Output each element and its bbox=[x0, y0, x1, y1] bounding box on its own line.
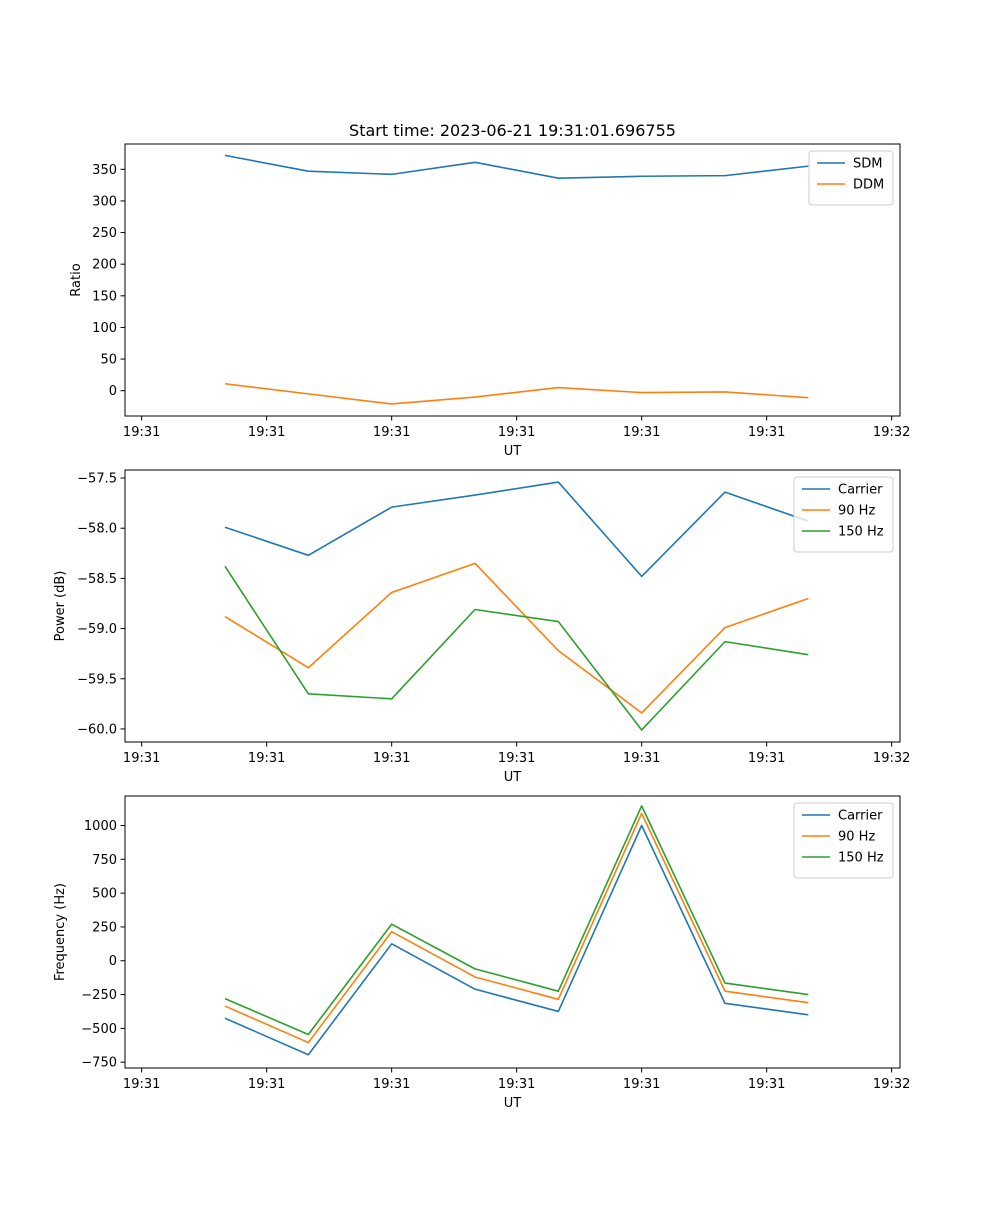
legend-label: 90 Hz bbox=[838, 830, 875, 845]
y-tick-label: 250 bbox=[92, 920, 117, 935]
subplot-3: 19:31 19:31 19:31 19:31 19:31 19:31 19:32 −750 −… bbox=[53, 795, 910, 1111]
x-axis-label: UT bbox=[504, 770, 522, 785]
legend-label: 90 Hz bbox=[838, 504, 875, 519]
x-tick-label: 19:31 bbox=[248, 751, 285, 766]
x-tick-label: 19:31 bbox=[248, 1077, 285, 1092]
y-tick-label: 250 bbox=[92, 226, 117, 241]
x-tick-label: 19:31 bbox=[498, 1077, 535, 1092]
x-tick-label: 19:31 bbox=[748, 425, 785, 440]
x-tick-label: 19:31 bbox=[623, 751, 660, 766]
y-tick-label: −58.0 bbox=[77, 522, 117, 537]
y-tick-label: 0 bbox=[109, 954, 117, 969]
y-axis-label: Ratio bbox=[69, 263, 84, 296]
x-tick-label: 19:31 bbox=[748, 751, 785, 766]
series-line-sdm bbox=[224, 154, 809, 179]
x-tick-label: 19:31 bbox=[748, 1077, 785, 1092]
legend: SDM DDM bbox=[808, 150, 894, 206]
series-line-carrier bbox=[224, 481, 809, 578]
y-tick-label: −250 bbox=[81, 988, 117, 1003]
y-tick-label: −60.0 bbox=[77, 722, 117, 737]
x-tick-label: 19:31 bbox=[123, 751, 160, 766]
y-tick-label: 150 bbox=[92, 289, 117, 304]
x-tick-label: 19:31 bbox=[498, 751, 535, 766]
legend-label: DDM bbox=[853, 178, 884, 193]
x-tick-label: 19:31 bbox=[123, 425, 160, 440]
y-axis-label: Power (dB) bbox=[53, 571, 68, 642]
y-tick-label: −750 bbox=[81, 1056, 117, 1071]
x-axis-label: UT bbox=[504, 444, 522, 459]
y-tick-label: −57.5 bbox=[77, 472, 117, 487]
x-tick-label: 19:31 bbox=[373, 1077, 410, 1092]
legend: Carrier 90 Hz 150 Hz bbox=[793, 476, 894, 553]
y-tick-label: 0 bbox=[109, 384, 117, 399]
x-tick-label: 19:32 bbox=[873, 1077, 910, 1092]
legend-label: 150 Hz bbox=[838, 525, 884, 540]
legend-box bbox=[793, 802, 894, 879]
legend-label: SDM bbox=[853, 157, 882, 172]
subplot-1: 19:31 19:31 19:31 19:31 19:31 19:31 19:32 0 50 10… bbox=[69, 143, 910, 459]
y-tick-label: −58.5 bbox=[77, 572, 117, 587]
y-tick-label: −59.0 bbox=[77, 622, 117, 637]
y-tick-label: 500 bbox=[92, 887, 117, 902]
axes-frame bbox=[124, 795, 901, 1069]
legend-label: Carrier bbox=[838, 483, 883, 498]
legend: Carrier 90 Hz 150 Hz bbox=[793, 802, 894, 879]
figure-title: Start time: 2023-06-21 19:31:01.696755 bbox=[349, 121, 676, 140]
x-tick-label: 19:31 bbox=[623, 1077, 660, 1092]
y-tick-label: 100 bbox=[92, 321, 117, 336]
legend-label: Carrier bbox=[838, 809, 883, 824]
y-tick-label: 1000 bbox=[84, 819, 117, 834]
series-line-90-hz bbox=[224, 812, 809, 1044]
axes-frame bbox=[124, 143, 901, 417]
series-line-ddm bbox=[224, 382, 809, 405]
series-line-carrier bbox=[224, 824, 809, 1056]
x-tick-label: 19:31 bbox=[373, 425, 410, 440]
y-tick-label: 350 bbox=[92, 163, 117, 178]
legend-box bbox=[793, 476, 894, 553]
legend-label: 150 Hz bbox=[838, 851, 884, 866]
subplot-2: 19:31 19:31 19:31 19:31 19:31 19:31 19:32 −60.0… bbox=[53, 469, 910, 785]
x-tick-label: 19:31 bbox=[248, 425, 285, 440]
axes-frame bbox=[124, 469, 901, 743]
y-tick-label: 200 bbox=[92, 258, 117, 273]
y-tick-label: −59.5 bbox=[77, 672, 117, 687]
x-tick-label: 19:31 bbox=[498, 425, 535, 440]
y-tick-label: 50 bbox=[100, 353, 117, 368]
x-tick-label: 19:31 bbox=[123, 1077, 160, 1092]
x-tick-label: 19:31 bbox=[373, 751, 410, 766]
x-axis-label: UT bbox=[504, 1096, 522, 1111]
y-axis-label: Frequency (Hz) bbox=[53, 883, 68, 981]
y-tick-label: 750 bbox=[92, 853, 117, 868]
series-line-90-hz bbox=[224, 562, 809, 714]
x-tick-label: 19:32 bbox=[873, 425, 910, 440]
series-line-150-hz bbox=[224, 805, 809, 1036]
y-tick-label: −500 bbox=[81, 1022, 117, 1037]
x-tick-label: 19:32 bbox=[873, 751, 910, 766]
x-tick-label: 19:31 bbox=[623, 425, 660, 440]
series-line-150-hz bbox=[224, 565, 809, 731]
legend-box bbox=[808, 150, 894, 206]
y-tick-label: 300 bbox=[92, 194, 117, 209]
subplots: 19:31 19:31 19:31 19:31 19:31 19:31 19:32 0 50 10… bbox=[53, 143, 910, 1111]
